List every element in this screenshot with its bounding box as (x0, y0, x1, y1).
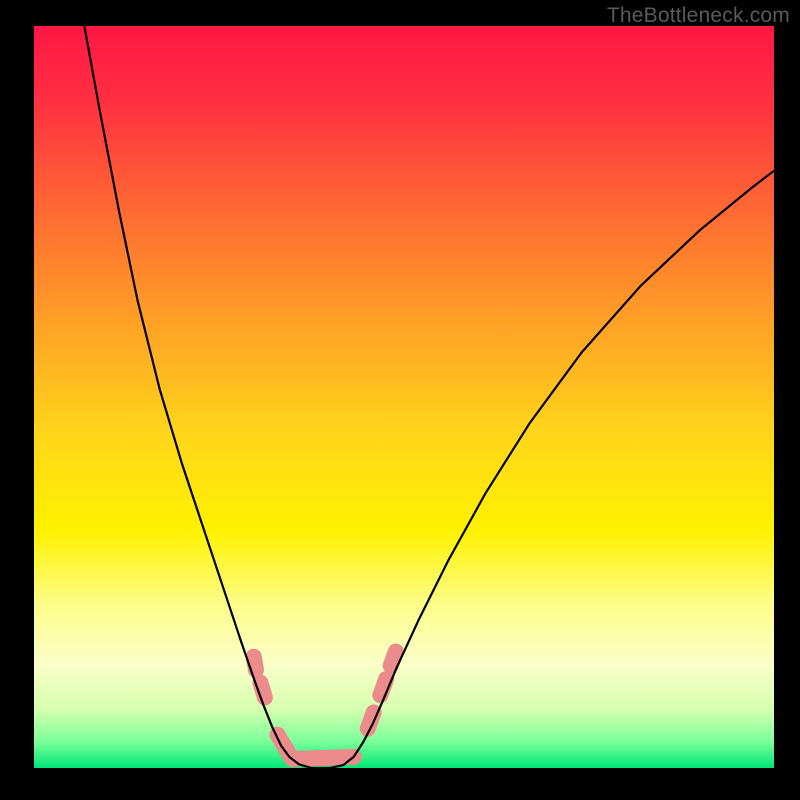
plot-area (34, 26, 774, 768)
chart-svg (34, 26, 774, 768)
gradient-background (34, 26, 774, 768)
watermark-text: TheBottleneck.com (607, 4, 790, 28)
